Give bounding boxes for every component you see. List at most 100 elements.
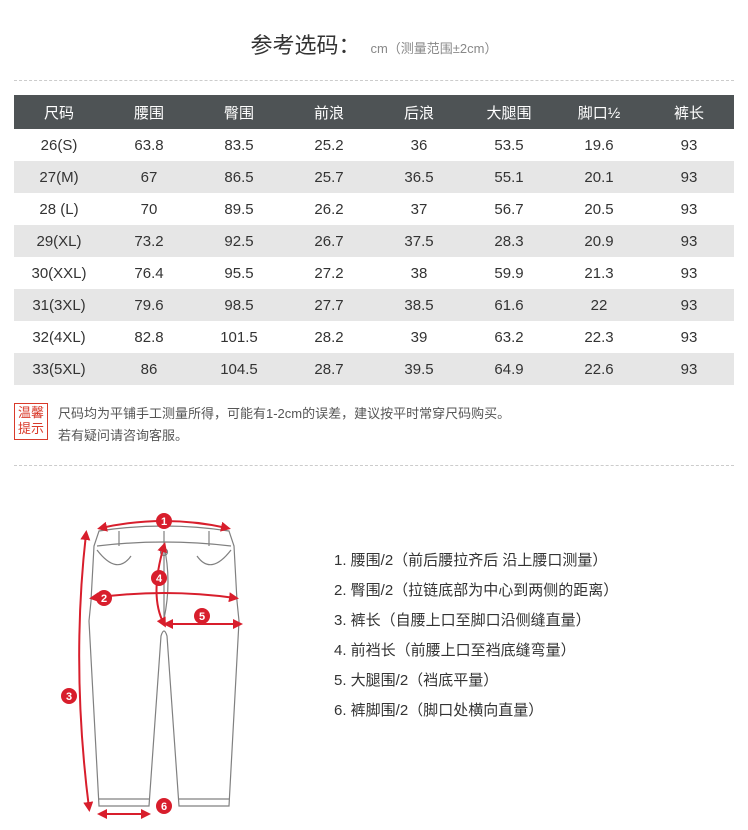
table-cell: 36.5	[374, 161, 464, 193]
legend-line: 3. 裤长（自腰上口至脚口沿侧缝直量）	[334, 606, 734, 636]
table-header-cell: 臀围	[194, 95, 284, 129]
table-header-cell: 脚口½	[554, 95, 644, 129]
table-cell: 20.9	[554, 225, 644, 257]
table-body: 26(S)63.883.525.23653.519.69327(M)6786.5…	[14, 129, 734, 385]
table-cell: 26(S)	[14, 129, 104, 161]
table-cell: 86.5	[194, 161, 284, 193]
table-cell: 37.5	[374, 225, 464, 257]
svg-text:2: 2	[101, 593, 107, 605]
legend-line: 6. 裤脚围/2（脚口处横向直量）	[334, 696, 734, 726]
table-cell: 56.7	[464, 193, 554, 225]
table-cell: 38	[374, 257, 464, 289]
table-cell: 27.7	[284, 289, 374, 321]
table-cell: 104.5	[194, 353, 284, 385]
table-cell: 27.2	[284, 257, 374, 289]
table-cell: 19.6	[554, 129, 644, 161]
legend-line: 4. 前裆长（前腰上口至裆底缝弯量）	[334, 636, 734, 666]
lower-section: 1 2 4 5 3 6 1. 腰围/2（前后腰拉齐后 沿上腰口测量）2. 臀围/2（拉链底…	[14, 465, 734, 826]
table-cell: 22.6	[554, 353, 644, 385]
table-cell: 70	[104, 193, 194, 225]
table-row: 33(5XL)86104.528.739.564.922.693	[14, 353, 734, 385]
table-row: 28 (L)7089.526.23756.720.593	[14, 193, 734, 225]
table-cell: 76.4	[104, 257, 194, 289]
table-cell: 30(XXL)	[14, 257, 104, 289]
table-cell: 93	[644, 129, 734, 161]
table-row: 30(XXL)76.495.527.23859.921.393	[14, 257, 734, 289]
legend-line: 1. 腰围/2（前后腰拉齐后 沿上腰口测量）	[334, 546, 734, 576]
svg-text:4: 4	[156, 573, 163, 585]
tip-label: 温馨 提示	[14, 403, 48, 440]
table-cell: 21.3	[554, 257, 644, 289]
title-main: 参考选码：	[251, 33, 361, 58]
diagram-column: 1 2 4 5 3 6	[14, 506, 314, 826]
table-cell: 25.2	[284, 129, 374, 161]
table-cell: 89.5	[194, 193, 284, 225]
table-cell: 27(M)	[14, 161, 104, 193]
svg-text:3: 3	[66, 691, 72, 703]
table-cell: 93	[644, 257, 734, 289]
table-cell: 63.2	[464, 321, 554, 353]
legend-line: 5. 大腿围/2（裆底平量）	[334, 666, 734, 696]
tip-box: 温馨 提示 尺码均为平铺手工测量所得，可能有1-2cm的误差，建议按平时常穿尺码…	[14, 403, 734, 447]
table-cell: 31(3XL)	[14, 289, 104, 321]
table-cell: 28.2	[284, 321, 374, 353]
table-cell: 93	[644, 289, 734, 321]
table-cell: 20.5	[554, 193, 644, 225]
tip-text-l1: 尺码均为平铺手工测量所得，可能有1-2cm的误差，建议按平时常穿尺码购买。	[58, 406, 510, 421]
table-cell: 79.6	[104, 289, 194, 321]
table-cell: 92.5	[194, 225, 284, 257]
table-cell: 64.9	[464, 353, 554, 385]
table-cell: 86	[104, 353, 194, 385]
table-cell: 93	[644, 193, 734, 225]
svg-text:5: 5	[199, 611, 205, 623]
table-cell: 36	[374, 129, 464, 161]
table-row: 32(4XL)82.8101.528.23963.222.393	[14, 321, 734, 353]
table-cell: 93	[644, 161, 734, 193]
table-cell: 93	[644, 225, 734, 257]
table-cell: 28.7	[284, 353, 374, 385]
tip-text-l2: 若有疑问请咨询客服。	[58, 428, 188, 443]
table-header-cell: 大腿围	[464, 95, 554, 129]
table-cell: 29(XL)	[14, 225, 104, 257]
table-cell: 25.7	[284, 161, 374, 193]
table-cell: 38.5	[374, 289, 464, 321]
legend-column: 1. 腰围/2（前后腰拉齐后 沿上腰口测量）2. 臀围/2（拉链底部为中心到两侧…	[314, 506, 734, 826]
table-cell: 39	[374, 321, 464, 353]
table-header-cell: 腰围	[104, 95, 194, 129]
table-cell: 26.7	[284, 225, 374, 257]
table-cell: 98.5	[194, 289, 284, 321]
tip-label-l2: 提示	[18, 421, 44, 436]
table-row: 31(3XL)79.698.527.738.561.62293	[14, 289, 734, 321]
tip-label-l1: 温馨	[18, 405, 44, 420]
table-cell: 83.5	[194, 129, 284, 161]
title-sub: cm（测量范围±2cm）	[370, 41, 497, 56]
table-header-cell: 裤长	[644, 95, 734, 129]
table-cell: 93	[644, 353, 734, 385]
table-cell: 33(5XL)	[14, 353, 104, 385]
table-cell: 22.3	[554, 321, 644, 353]
table-cell: 53.5	[464, 129, 554, 161]
table-cell: 59.9	[464, 257, 554, 289]
table-cell: 39.5	[374, 353, 464, 385]
table-header-cell: 后浪	[374, 95, 464, 129]
legend-line: 2. 臀围/2（拉链底部为中心到两侧的距离）	[334, 576, 734, 606]
table-row: 26(S)63.883.525.23653.519.693	[14, 129, 734, 161]
table-cell: 61.6	[464, 289, 554, 321]
table-cell: 95.5	[194, 257, 284, 289]
table-cell: 93	[644, 321, 734, 353]
table-row: 29(XL)73.292.526.737.528.320.993	[14, 225, 734, 257]
table-cell: 28.3	[464, 225, 554, 257]
table-header-cell: 尺码	[14, 95, 104, 129]
table-cell: 20.1	[554, 161, 644, 193]
table-cell: 82.8	[104, 321, 194, 353]
table-cell: 63.8	[104, 129, 194, 161]
size-table: 尺码腰围臀围前浪后浪大腿围脚口½裤长 26(S)63.883.525.23653…	[14, 95, 734, 385]
svg-text:1: 1	[161, 516, 167, 528]
table-cell: 32(4XL)	[14, 321, 104, 353]
table-cell: 37	[374, 193, 464, 225]
table-head: 尺码腰围臀围前浪后浪大腿围脚口½裤长	[14, 95, 734, 129]
table-cell: 73.2	[104, 225, 194, 257]
svg-text:6: 6	[161, 801, 167, 813]
table-cell: 67	[104, 161, 194, 193]
table-cell: 26.2	[284, 193, 374, 225]
